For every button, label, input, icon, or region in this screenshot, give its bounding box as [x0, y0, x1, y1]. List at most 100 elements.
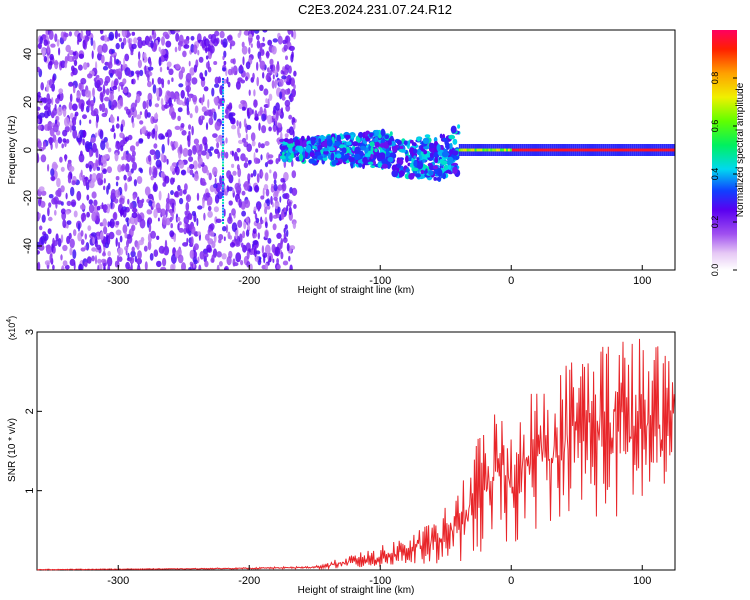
- spectrogram-noise-blob: [258, 122, 261, 131]
- spectrogram-signal-blob: [334, 141, 341, 147]
- spectrogram-noise-blob: [232, 188, 235, 194]
- spectrogram-noise-blob: [92, 237, 95, 245]
- spectrogram-signal-blob: [452, 166, 458, 175]
- spectrogram-noise-blob: [47, 125, 50, 131]
- spectrogram-noise-blob: [69, 247, 73, 256]
- spectrogram-signal-blob: [294, 139, 301, 147]
- spectrogram-signal-blob: [392, 145, 398, 153]
- spectrogram-noise-blob: [131, 212, 138, 219]
- spectrogram-carrier-core: [529, 148, 532, 152]
- spectrogram-streak-cell: [222, 204, 225, 207]
- spectrogram-noise-blob: [84, 89, 91, 98]
- spectrogram-noise-blob: [102, 168, 107, 174]
- spectrogram-noise-blob: [209, 146, 214, 151]
- spectrogram-noise-blob: [167, 79, 170, 85]
- spectrogram-noise-blob: [106, 234, 109, 245]
- spectrogram-noise-blob: [47, 164, 50, 172]
- spectrogram-noise-blob: [99, 92, 104, 102]
- spectrogram-noise-blob: [238, 198, 242, 208]
- spectrogram-signal-blob: [318, 138, 322, 145]
- spectrogram-signal-blob: [391, 164, 398, 172]
- spectrogram-noise-blob: [267, 39, 273, 46]
- spectrogram-noise-blob: [173, 234, 176, 243]
- spectrogram-noise-blob: [164, 175, 170, 184]
- spectrogram-noise-blob: [218, 234, 224, 241]
- spectrogram-noise-blob: [55, 233, 59, 242]
- spectrogram-noise-blob: [193, 259, 198, 265]
- spectrogram-noise-blob: [192, 160, 198, 170]
- spectrogram-signal-blob: [448, 134, 456, 140]
- spectrogram-noise-blob: [117, 247, 124, 256]
- spectrogram-noise-blob: [91, 211, 97, 222]
- spectrogram-noise-blob: [253, 89, 256, 97]
- spectrogram-noise-blob: [186, 97, 190, 108]
- spectrogram-carrier-core: [663, 148, 666, 152]
- spectrogram-noise-blob: [110, 188, 116, 199]
- spectrogram-noise-blob: [65, 44, 71, 53]
- spectrogram-noise-blob: [293, 70, 297, 77]
- spectrogram-noise-blob: [109, 93, 115, 101]
- spectrogram-noise-blob: [37, 250, 40, 255]
- spectrogram-noise-blob: [136, 257, 143, 265]
- spectrogram-noise-blob: [160, 152, 165, 162]
- spectrogram-noise-blob: [60, 254, 63, 261]
- spectrogram-noise-blob: [240, 260, 244, 266]
- spectrogram-noise-blob: [190, 35, 195, 41]
- spectrogram-noise-blob: [117, 85, 121, 92]
- spectrogram-signal-blob: [362, 157, 368, 164]
- spectrogram-noise-blob: [197, 49, 200, 56]
- spectrogram-noise-blob: [201, 164, 208, 174]
- spectrogram-noise-blob: [286, 75, 290, 83]
- spectrogram-noise-blob: [188, 156, 194, 163]
- spectrogram-noise-blob: [235, 81, 241, 90]
- spectrogram-noise-blob: [265, 74, 269, 81]
- spectrogram-noise-blob: [117, 241, 121, 248]
- spectrogram-noise-blob: [206, 109, 210, 116]
- spectrogram-noise-blob: [283, 44, 288, 52]
- spectrogram-noise-blob: [280, 177, 285, 183]
- spectrogram-carrier-core: [651, 148, 654, 152]
- spectrogram-signal-blob: [441, 150, 449, 158]
- spectrogram-noise-blob: [270, 195, 273, 205]
- spectrogram-noise-blob: [90, 37, 94, 47]
- spectrogram-noise-blob: [256, 76, 260, 87]
- spectrogram-signal-blob: [387, 156, 394, 163]
- spectrogram-noise-blob: [96, 205, 101, 211]
- spectrogram-noise-blob: [216, 142, 220, 149]
- spectrogram-signal-blob: [317, 144, 323, 151]
- spectrogram-noise-blob: [248, 89, 251, 96]
- spectrogram-noise-blob: [103, 226, 108, 235]
- spectrogram-noise-blob: [252, 240, 259, 245]
- spectrogram-noise-blob: [128, 218, 132, 224]
- spectrogram-noise-blob: [170, 111, 177, 120]
- spectrogram-carrier-core: [519, 148, 522, 152]
- spectrogram-y-tick-label: 0: [22, 147, 34, 153]
- spectrogram-noise-blob: [110, 198, 113, 209]
- spectrogram-noise-blob: [213, 234, 217, 243]
- spectrogram-signal-blob: [398, 170, 405, 177]
- spectrogram-noise-blob: [71, 103, 78, 111]
- spectrogram-carrier-core: [555, 148, 558, 152]
- spectrogram-noise-blob: [210, 33, 217, 44]
- spectrogram-signal-blob: [358, 163, 363, 168]
- spectrogram-noise-blob: [162, 31, 169, 37]
- spectrogram-noise-blob: [231, 150, 234, 157]
- spectrogram-noise-blob: [85, 176, 88, 187]
- spectrogram-noise-blob: [247, 222, 250, 231]
- spectrogram-noise-blob: [188, 267, 192, 270]
- spectrogram-noise-blob: [258, 55, 262, 63]
- spectrogram-noise-blob: [254, 116, 259, 121]
- spectrogram-noise-blob: [102, 204, 108, 211]
- spectrogram-noise-blob: [204, 233, 210, 241]
- spectrogram-noise-blob: [123, 57, 126, 67]
- spectrogram-streak-cell: [222, 207, 225, 210]
- spectrogram-signal-blob: [429, 152, 434, 158]
- spectrogram-noise-blob: [166, 91, 172, 97]
- spectrogram-noise-blob: [42, 141, 47, 150]
- spectrogram-noise-blob: [136, 266, 141, 270]
- spectrogram-noise-blob: [40, 154, 47, 163]
- spectrogram-noise-blob: [102, 218, 107, 228]
- spectrogram-signal-blob: [416, 148, 422, 156]
- spectrogram-streak-cell: [222, 222, 225, 224]
- spectrogram-noise-blob: [201, 181, 207, 186]
